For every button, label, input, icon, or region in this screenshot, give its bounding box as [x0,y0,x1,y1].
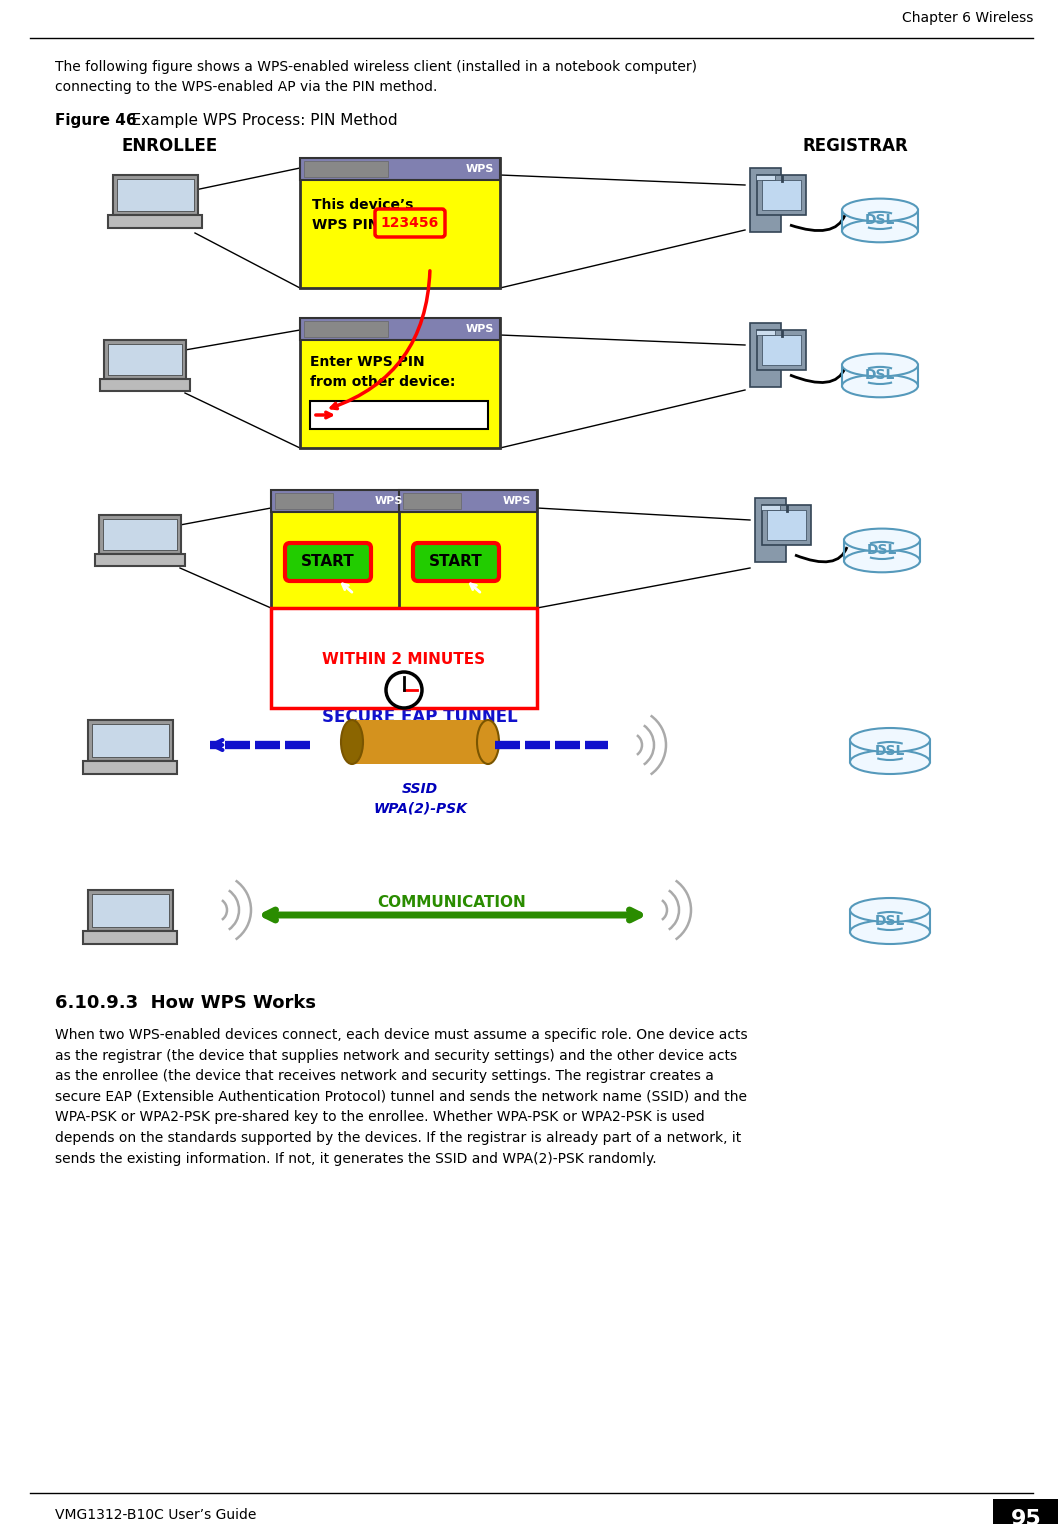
Ellipse shape [842,219,918,242]
Ellipse shape [844,550,919,573]
Text: WPS: WPS [466,325,494,334]
Text: 95: 95 [1011,1509,1042,1524]
Text: Enter WPS PIN: Enter WPS PIN [310,355,424,369]
Text: WPS: WPS [503,495,532,506]
Text: 123456: 123456 [381,216,439,230]
FancyBboxPatch shape [300,158,500,180]
FancyBboxPatch shape [756,331,775,335]
FancyBboxPatch shape [300,319,500,340]
FancyBboxPatch shape [767,509,806,539]
FancyBboxPatch shape [756,175,775,180]
Ellipse shape [341,719,362,764]
FancyBboxPatch shape [304,322,388,337]
FancyBboxPatch shape [99,515,181,555]
FancyBboxPatch shape [403,492,461,509]
FancyBboxPatch shape [844,539,919,561]
FancyBboxPatch shape [762,180,802,210]
FancyBboxPatch shape [762,504,811,546]
FancyBboxPatch shape [87,719,172,760]
Text: This device’s: This device’s [313,198,414,212]
FancyBboxPatch shape [414,543,499,581]
FancyBboxPatch shape [850,741,930,762]
FancyBboxPatch shape [757,175,806,215]
FancyBboxPatch shape [749,323,781,387]
Ellipse shape [477,719,499,764]
FancyBboxPatch shape [749,168,781,232]
FancyBboxPatch shape [375,209,445,238]
FancyBboxPatch shape [993,1500,1058,1524]
Ellipse shape [850,898,930,922]
FancyBboxPatch shape [842,210,918,232]
FancyBboxPatch shape [103,520,178,550]
Ellipse shape [842,375,918,398]
Ellipse shape [850,920,930,943]
Text: REGISTRAR: REGISTRAR [803,137,908,155]
Text: DSL: DSL [875,914,906,928]
Text: Figure 46: Figure 46 [55,113,137,128]
Text: START: START [429,555,483,570]
FancyBboxPatch shape [842,366,918,386]
Ellipse shape [842,198,918,221]
FancyBboxPatch shape [300,319,500,448]
Text: ENROLLEE: ENROLLEE [122,137,218,155]
Text: SSID
WPA(2)-PSK: SSID WPA(2)-PSK [373,782,467,815]
Text: WITHIN 2 MINUTES: WITHIN 2 MINUTES [322,652,486,668]
FancyBboxPatch shape [285,543,371,581]
Text: VMG1312-B10C User’s Guide: VMG1312-B10C User’s Guide [55,1509,256,1522]
Ellipse shape [850,750,930,774]
FancyBboxPatch shape [113,175,198,215]
FancyBboxPatch shape [91,724,169,757]
Ellipse shape [844,529,919,552]
Text: DSL: DSL [875,744,906,757]
Text: START: START [301,555,355,570]
FancyBboxPatch shape [761,504,780,511]
FancyBboxPatch shape [108,344,182,375]
FancyBboxPatch shape [108,215,202,227]
Text: Example WPS Process: PIN Method: Example WPS Process: PIN Method [117,113,398,128]
FancyBboxPatch shape [271,491,409,608]
FancyBboxPatch shape [310,401,488,428]
FancyBboxPatch shape [300,158,500,288]
Text: When two WPS-enabled devices connect, each device must assume a specific role. O: When two WPS-enabled devices connect, ea… [55,1029,747,1166]
FancyBboxPatch shape [850,910,930,933]
FancyBboxPatch shape [104,340,186,379]
FancyBboxPatch shape [95,555,185,565]
FancyBboxPatch shape [762,335,802,366]
Text: connecting to the WPS-enabled AP via the PIN method.: connecting to the WPS-enabled AP via the… [55,79,437,94]
Text: DSL: DSL [865,369,895,383]
FancyBboxPatch shape [304,162,388,177]
Text: WPS: WPS [374,495,403,506]
FancyBboxPatch shape [91,895,169,927]
FancyBboxPatch shape [87,890,172,931]
FancyBboxPatch shape [352,719,488,764]
FancyBboxPatch shape [83,931,176,943]
FancyBboxPatch shape [100,379,190,392]
Text: DSL: DSL [865,213,895,227]
FancyBboxPatch shape [399,491,537,512]
Text: Chapter 6 Wireless: Chapter 6 Wireless [901,11,1033,24]
FancyBboxPatch shape [757,329,806,370]
Ellipse shape [842,354,918,376]
FancyBboxPatch shape [399,491,537,608]
Text: COMMUNICATION: COMMUNICATION [377,895,526,910]
FancyBboxPatch shape [83,760,176,774]
FancyBboxPatch shape [275,492,333,509]
Text: from other device:: from other device: [310,375,455,389]
Text: WPS: WPS [466,165,494,174]
Text: WPS PIN:: WPS PIN: [313,218,385,232]
Text: SECURE EAP TUNNEL: SECURE EAP TUNNEL [322,709,518,725]
Ellipse shape [386,672,422,709]
FancyBboxPatch shape [271,491,409,512]
Ellipse shape [850,728,930,751]
FancyBboxPatch shape [117,178,193,212]
Text: DSL: DSL [866,544,897,558]
Text: 6.10.9.3  How WPS Works: 6.10.9.3 How WPS Works [55,994,316,1012]
Text: The following figure shows a WPS-enabled wireless client (installed in a noteboo: The following figure shows a WPS-enabled… [55,59,697,75]
FancyBboxPatch shape [755,498,786,561]
